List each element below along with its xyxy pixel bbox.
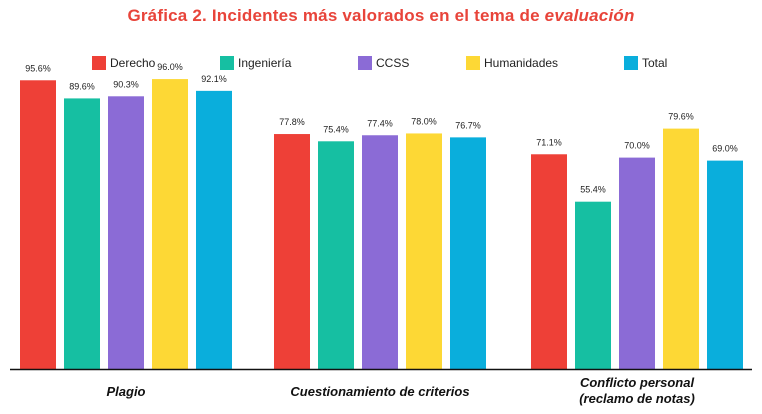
legend-item-ingenieria: Ingeniería	[220, 55, 291, 71]
bar-conflicto-humanidades	[663, 128, 699, 369]
bar-plagio-ccss	[108, 96, 144, 369]
data-label-conflicto-total: 69.0%	[712, 144, 738, 154]
chart-title: Gráfica 2. Incidentes más valorados en e…	[0, 6, 762, 26]
data-label-conflicto-ingenieria: 55.4%	[580, 185, 606, 195]
bar-cuestionamiento-ccss	[362, 135, 398, 369]
data-label-cuestionamiento-ccss: 77.4%	[367, 118, 393, 128]
bar-plagio-derecho	[20, 80, 56, 370]
legend-label-derecho: Derecho	[110, 56, 156, 70]
bar-cuestionamiento-humanidades	[406, 133, 442, 369]
data-label-conflicto-humanidades: 79.6%	[668, 112, 694, 122]
chart-title-main: Gráfica 2. Incidentes más valorados en e…	[127, 6, 545, 25]
legend-swatch-derecho	[92, 56, 106, 70]
data-label-plagio-derecho: 95.6%	[25, 63, 51, 73]
data-label-plagio-total: 92.1%	[201, 74, 227, 84]
bar-cuestionamiento-derecho	[274, 134, 310, 369]
data-label-cuestionamiento-humanidades: 78.0%	[411, 116, 437, 126]
data-label-conflicto-derecho: 71.1%	[536, 137, 562, 147]
legend-item-derecho: Derecho	[92, 55, 155, 71]
data-label-plagio-humanidades: 96.0%	[157, 62, 183, 72]
legend-item-total: Total	[624, 55, 667, 71]
bar-plagio-humanidades	[152, 79, 188, 369]
bar-conflicto-ingenieria	[575, 201, 611, 369]
data-label-cuestionamiento-derecho: 77.8%	[279, 117, 305, 127]
data-label-cuestionamiento-total: 76.7%	[455, 120, 481, 130]
legend-label-ccss: CCSS	[376, 56, 410, 70]
bar-conflicto-total	[707, 160, 743, 369]
bar-conflicto-derecho	[531, 154, 567, 369]
category-label-cuestionamiento: Cuestionamiento de criterios	[290, 384, 469, 399]
bar-cuestionamiento-total	[450, 137, 486, 369]
category-label-conflicto: Conflicto personal (reclamo de notas)	[579, 375, 695, 406]
legend-label-humanidades: Humanidades	[484, 56, 559, 70]
bar-conflicto-ccss	[619, 157, 655, 369]
legend-swatch-humanidades	[466, 56, 480, 70]
data-label-plagio-ccss: 90.3%	[113, 79, 139, 89]
bar-plagio-total	[196, 90, 232, 369]
legend-item-ccss: CCSS	[358, 55, 409, 71]
legend-swatch-ingenieria	[220, 56, 234, 70]
category-label-plagio: Plagio	[106, 384, 145, 399]
data-label-cuestionamiento-ingenieria: 75.4%	[323, 124, 349, 134]
bar-plagio-ingenieria	[64, 98, 100, 370]
bar-cuestionamiento-ingenieria	[318, 141, 354, 369]
legend-swatch-ccss	[358, 56, 372, 70]
legend-item-humanidades: Humanidades	[466, 55, 558, 71]
chart-title-emphasis: evaluación	[544, 6, 635, 25]
legend-label-total: Total	[642, 56, 668, 70]
data-label-plagio-ingenieria: 89.6%	[69, 81, 95, 91]
legend-label-ingenieria: Ingeniería	[238, 56, 292, 70]
data-label-conflicto-ccss: 70.0%	[624, 141, 650, 151]
legend-swatch-total	[624, 56, 638, 70]
